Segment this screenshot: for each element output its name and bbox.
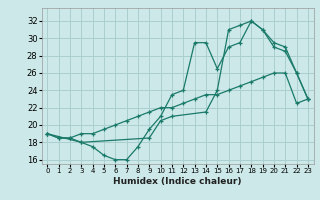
X-axis label: Humidex (Indice chaleur): Humidex (Indice chaleur) (113, 177, 242, 186)
